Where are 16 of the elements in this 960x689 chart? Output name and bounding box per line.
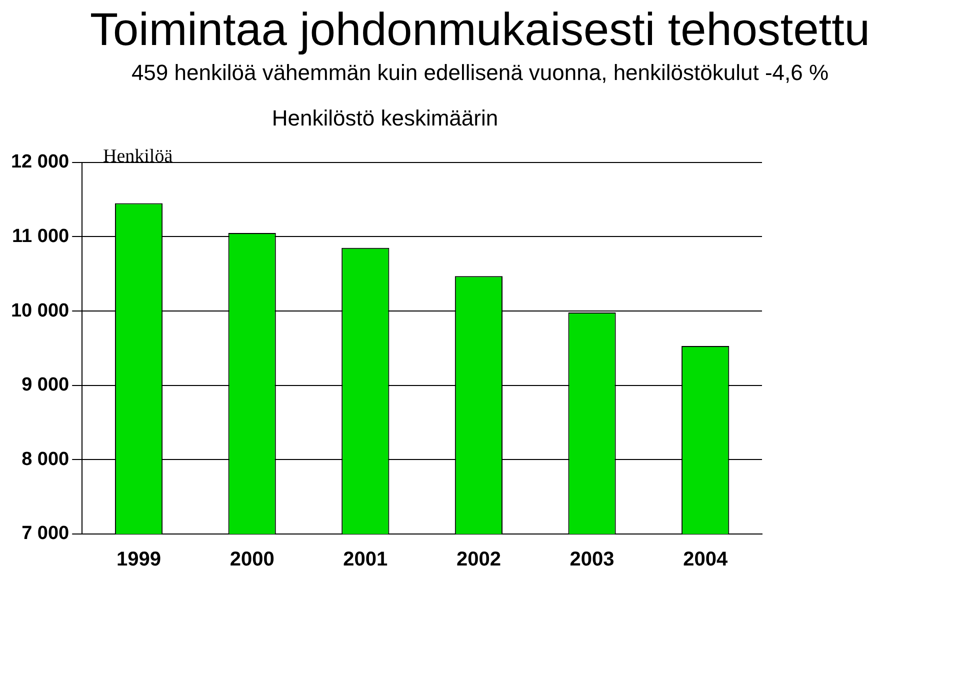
y-tick-label: 8 000 xyxy=(22,448,70,470)
x-tick-label: 2004 xyxy=(683,548,728,571)
y-tick-label: 10 000 xyxy=(10,300,70,322)
x-tick-label: 2003 xyxy=(570,548,614,571)
y-tick-label: 9 000 xyxy=(22,374,70,396)
x-tick-label: 2000 xyxy=(230,548,274,571)
x-tick-label: 2001 xyxy=(343,548,388,571)
chart-title: Toimintaa johdonmukaisesti tehostettu xyxy=(89,3,871,55)
chart-subtitle: 459 henkilöä vähemmän kuin edellisenä vuonna, henkilöstökulut -4,6 % xyxy=(130,60,830,86)
x-tick-label: 2002 xyxy=(456,548,501,571)
y-tick-label: 7 000 xyxy=(22,523,70,544)
text: Henkilöstö keskimäärin xyxy=(272,105,498,130)
y-tick-label: 12 000 xyxy=(10,152,70,173)
x-tick-label: 1999 xyxy=(116,548,162,571)
y-axis-title: Henkilöä xyxy=(103,146,173,168)
y-tick-label: 11 000 xyxy=(12,226,70,247)
